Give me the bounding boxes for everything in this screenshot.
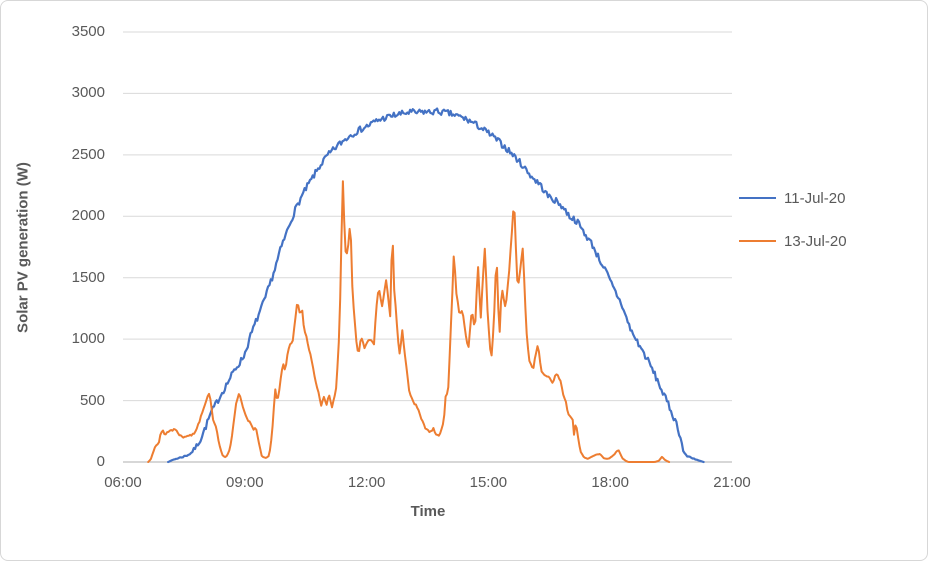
x-tick-label-09:00: 09:00 — [226, 474, 264, 491]
y-tick-label-0: 0 — [96, 453, 105, 470]
y-tick-label-2000: 2000 — [71, 207, 105, 225]
x-tick-label-18:00: 18:00 — [591, 474, 629, 491]
y-tick-label-2500: 2500 — [71, 145, 105, 163]
x-tick-label-15:00: 15:00 — [469, 474, 508, 491]
legend-item-13-jul-20[interactable]: 13-Jul-20 — [739, 232, 847, 250]
y-tick-label-500: 500 — [79, 391, 105, 409]
x-tick-label-12:00: 12:00 — [347, 474, 386, 491]
series-line-13-jul-20[interactable] — [147, 180, 671, 463]
series-line-11-jul-20[interactable] — [167, 107, 705, 464]
x-tick-label-21:00: 21:00 — [713, 474, 751, 491]
legend-item-11-jul-20[interactable]: 11-Jul-20 — [739, 189, 847, 207]
y-tick-label-1500: 1500 — [71, 268, 105, 286]
y-tick-label-3000: 3000 — [71, 84, 105, 102]
legend-label: 13-Jul-20 — [784, 232, 847, 250]
x-axis-title: Time — [410, 503, 446, 520]
y-axis-title: Solar PV generation (W) — [14, 162, 32, 333]
legend-line-swatch-orange — [739, 239, 776, 243]
legend-label: 11-Jul-20 — [784, 189, 846, 207]
y-tick-label-1000: 1000 — [71, 330, 105, 348]
y-tick-label-3500: 3500 — [71, 23, 105, 40]
x-tick-label-06:00: 06:00 — [104, 474, 142, 491]
legend-line-swatch-blue — [739, 196, 776, 200]
legend: 11-Jul-20 13-Jul-20 — [739, 189, 847, 275]
